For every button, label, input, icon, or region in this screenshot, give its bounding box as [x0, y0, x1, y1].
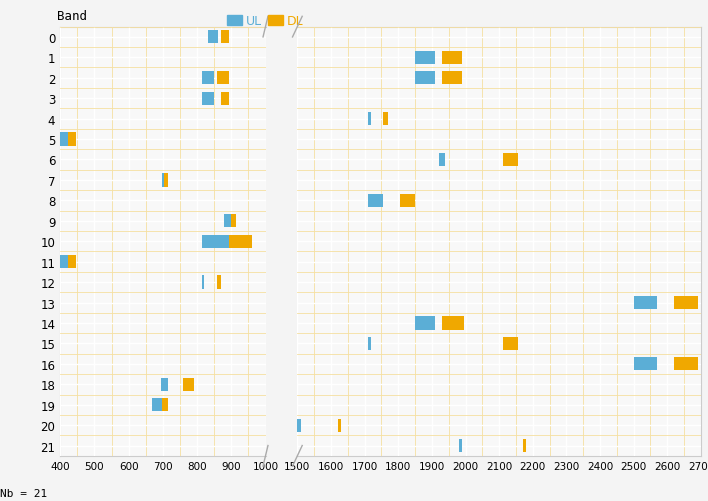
Bar [439, 153, 445, 167]
Bar [634, 296, 657, 310]
Bar [674, 358, 697, 371]
Bar [523, 439, 526, 452]
Bar [503, 153, 518, 167]
Bar [415, 72, 435, 85]
Bar [232, 215, 236, 228]
Bar [202, 92, 214, 106]
Bar [400, 194, 415, 207]
Bar [183, 378, 194, 391]
Bar [202, 276, 204, 289]
Bar [224, 215, 232, 228]
Bar [338, 419, 341, 432]
Bar [164, 174, 169, 187]
Bar [221, 31, 229, 45]
Bar [383, 113, 388, 126]
Bar [503, 337, 518, 350]
Bar [415, 317, 435, 330]
Bar [202, 72, 214, 85]
Bar [674, 296, 697, 310]
Bar [217, 72, 229, 85]
Bar [161, 378, 168, 391]
Bar [442, 317, 464, 330]
Legend: UL, DL: UL, DL [222, 10, 308, 33]
Bar [217, 276, 221, 289]
Bar [368, 337, 372, 350]
Bar [442, 72, 462, 85]
Bar [415, 52, 435, 65]
Text: Nb = 21: Nb = 21 [0, 488, 47, 498]
Bar [442, 52, 462, 65]
Bar [152, 398, 163, 411]
Bar [163, 174, 165, 187]
Bar [634, 358, 657, 371]
Bar [297, 419, 301, 432]
Bar [68, 133, 76, 146]
Bar [221, 92, 229, 106]
Bar [202, 235, 229, 248]
Bar [368, 194, 383, 207]
Bar [60, 256, 69, 269]
Text: Band: Band [57, 10, 86, 23]
Bar [68, 256, 76, 269]
Bar [459, 439, 462, 452]
Bar [208, 31, 218, 45]
Bar [229, 235, 252, 248]
Bar [163, 398, 169, 411]
Bar [60, 133, 69, 146]
Bar [368, 113, 372, 126]
